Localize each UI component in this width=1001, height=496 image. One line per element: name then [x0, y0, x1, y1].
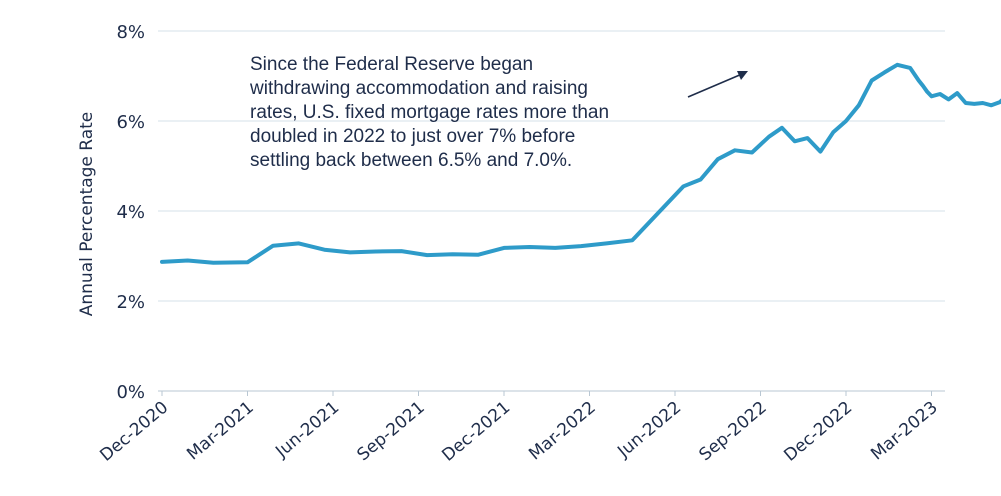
annotation-text: Since the Federal Reserve began withdraw…: [250, 54, 610, 171]
y-axis-label: Annual Percentage Rate: [77, 112, 97, 317]
y-tick-label: 2%: [116, 292, 145, 313]
x-tick-label: Mar-2023: [867, 398, 941, 465]
x-tick-label: Dec-2020: [96, 398, 172, 466]
annotation-arrow: [687, 71, 748, 98]
x-tick-label: Mar-2021: [183, 398, 257, 465]
y-tick-label: 6%: [116, 112, 145, 133]
x-tick-label: Dec-2022: [780, 398, 856, 466]
x-tick-label: Jun-2021: [271, 398, 343, 463]
y-axis-ticks: 0% 2% 4% 6% 8%: [116, 22, 145, 403]
x-tick-label: Sep-2021: [353, 398, 428, 466]
series-line: [160, 62, 1001, 265]
gridlines: [158, 30, 945, 392]
series-layer: [160, 62, 1001, 265]
x-tick-label: Sep-2022: [695, 398, 770, 466]
y-tick-label: 0%: [116, 382, 145, 403]
x-tick-label: Mar-2022: [525, 398, 599, 465]
x-axis-ticks: Dec-2020 Mar-2021 Jun-2021 Sep-2021 Dec-2021…: [96, 391, 942, 466]
x-tick-label: Dec-2021: [438, 398, 514, 466]
x-tick-label: Jun-2022: [613, 398, 685, 463]
y-tick-label: 8%: [116, 22, 145, 43]
y-tick-label: 4%: [116, 202, 145, 223]
